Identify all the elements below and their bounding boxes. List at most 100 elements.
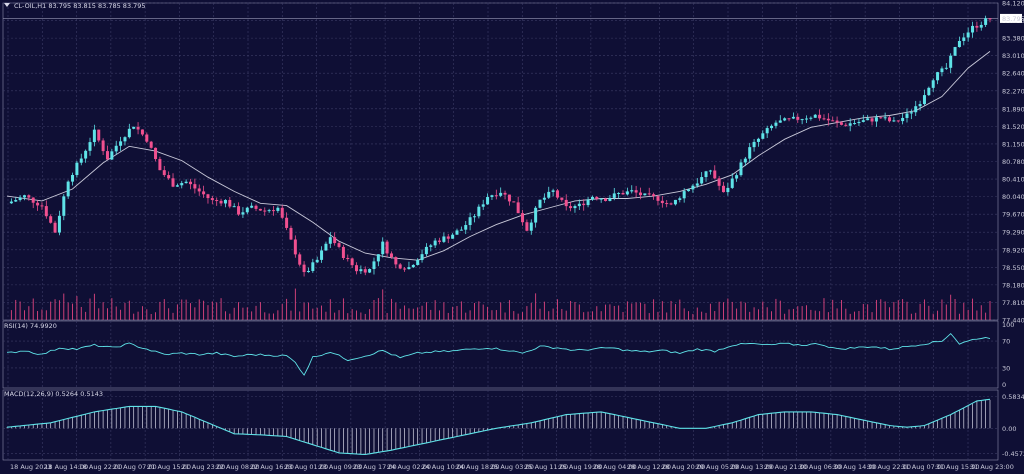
price-tick-label: 77.810	[1002, 299, 1024, 307]
x-tick-label: 31 Aug 23:00	[970, 463, 1014, 471]
bull-candle	[442, 236, 446, 242]
bull-candle	[499, 192, 503, 196]
macd-signal-line	[6, 398, 991, 456]
macd-tick-label: 0.00	[1002, 425, 1016, 433]
bear-candle	[717, 178, 721, 186]
macd-label: MACD(12,26,9) 0.5264 0.5143	[4, 390, 103, 398]
bull-candle	[577, 203, 581, 207]
bull-candle	[800, 119, 804, 121]
macd-indicator	[6, 398, 991, 456]
x-tick-label: 31 Aug 07:00	[901, 463, 945, 471]
bull-candle	[630, 190, 634, 192]
bull-candle	[328, 237, 332, 244]
bull-candle	[57, 215, 61, 233]
bear-candle	[438, 240, 442, 242]
bear-candle	[822, 118, 826, 120]
bear-candle	[525, 222, 529, 231]
bear-candle	[521, 213, 525, 223]
bull-candle	[853, 123, 857, 125]
bull-candle	[381, 241, 385, 255]
chevron-down-icon[interactable]	[4, 3, 10, 7]
bull-candle	[691, 185, 695, 190]
bull-candle	[612, 193, 616, 198]
volume-histogram	[10, 288, 991, 320]
bull-candle	[71, 174, 75, 182]
bull-candle	[708, 170, 712, 172]
bull-candle	[730, 178, 734, 188]
bull-candle	[529, 222, 533, 231]
bear-candle	[826, 118, 830, 121]
bear-candle	[669, 203, 673, 205]
macd-tick-label: -0.4572	[1002, 450, 1024, 458]
x-tick-label: 23 Aug 09:00	[319, 463, 363, 471]
bear-candle	[237, 206, 241, 215]
bull-candle	[984, 18, 988, 25]
bear-candle	[713, 170, 717, 179]
bear-candle	[219, 200, 223, 204]
bear-candle	[363, 269, 367, 273]
bull-candle	[809, 117, 813, 119]
x-tick-label: 18 Aug 22:00	[79, 463, 123, 471]
bull-candle	[743, 158, 747, 163]
price-tick-label: 80.410	[1002, 176, 1024, 184]
x-tick-label: 22 Aug 16:00	[250, 463, 294, 471]
bull-candle	[223, 199, 227, 204]
bear-candle	[31, 197, 35, 203]
bull-candle	[9, 201, 13, 204]
bear-candle	[145, 134, 149, 142]
bear-candle	[136, 126, 140, 130]
bull-candle	[534, 207, 538, 223]
bull-candle	[905, 113, 909, 118]
bear-candle	[293, 239, 297, 255]
price-tick-label: 84.120	[1002, 0, 1024, 8]
bull-candle	[922, 95, 926, 105]
bull-candle	[761, 133, 765, 139]
bull-candle	[962, 37, 966, 41]
bear-candle	[350, 258, 354, 266]
x-tick-label: 29 Aug 13:00	[730, 463, 774, 471]
bear-candle	[188, 181, 192, 185]
price-tick-label: 78.550	[1002, 264, 1024, 272]
bear-candle	[870, 118, 874, 122]
last-price-label: 83.795	[1002, 15, 1024, 23]
bear-candle	[604, 198, 608, 201]
bear-candle	[796, 116, 800, 120]
bull-candle	[119, 141, 123, 146]
bull-candle	[88, 142, 92, 151]
bear-candle	[167, 175, 171, 179]
bear-candle	[446, 236, 450, 239]
bull-candle	[774, 122, 778, 126]
bear-candle	[228, 199, 232, 207]
bear-candle	[879, 117, 883, 119]
bull-candle	[424, 246, 428, 255]
bull-candle	[551, 190, 555, 192]
bull-candle	[127, 128, 131, 138]
moving-average-line	[6, 51, 991, 261]
price-tick-label: 82.640	[1002, 70, 1024, 78]
bear-candle	[888, 117, 892, 122]
bull-candle	[75, 162, 79, 175]
price-tick-label: 80.780	[1002, 158, 1024, 166]
bull-candle	[66, 181, 70, 197]
bull-candle	[114, 145, 118, 152]
price-tick-label: 77.440	[1002, 317, 1024, 325]
bear-candle	[197, 188, 201, 192]
x-tick-label: 21 Aug 15:00	[147, 463, 191, 471]
bull-candle	[407, 267, 411, 270]
bull-candle	[979, 24, 983, 28]
bull-candle	[468, 217, 472, 226]
x-tick-label: 28 Aug 04:00	[593, 463, 637, 471]
bull-candle	[944, 67, 948, 69]
bear-candle	[656, 196, 660, 201]
bear-candle	[341, 246, 345, 259]
bear-candle	[36, 202, 40, 206]
x-tick-label: 25 Aug 11:00	[524, 463, 568, 471]
bull-candle	[735, 175, 739, 179]
bear-candle	[403, 268, 407, 270]
bear-candle	[831, 120, 835, 122]
x-tick-label: 28 Aug 12:00	[627, 463, 671, 471]
rsi-pane-frame	[2, 320, 999, 389]
bull-candle	[175, 185, 179, 187]
bull-candle	[909, 112, 913, 114]
